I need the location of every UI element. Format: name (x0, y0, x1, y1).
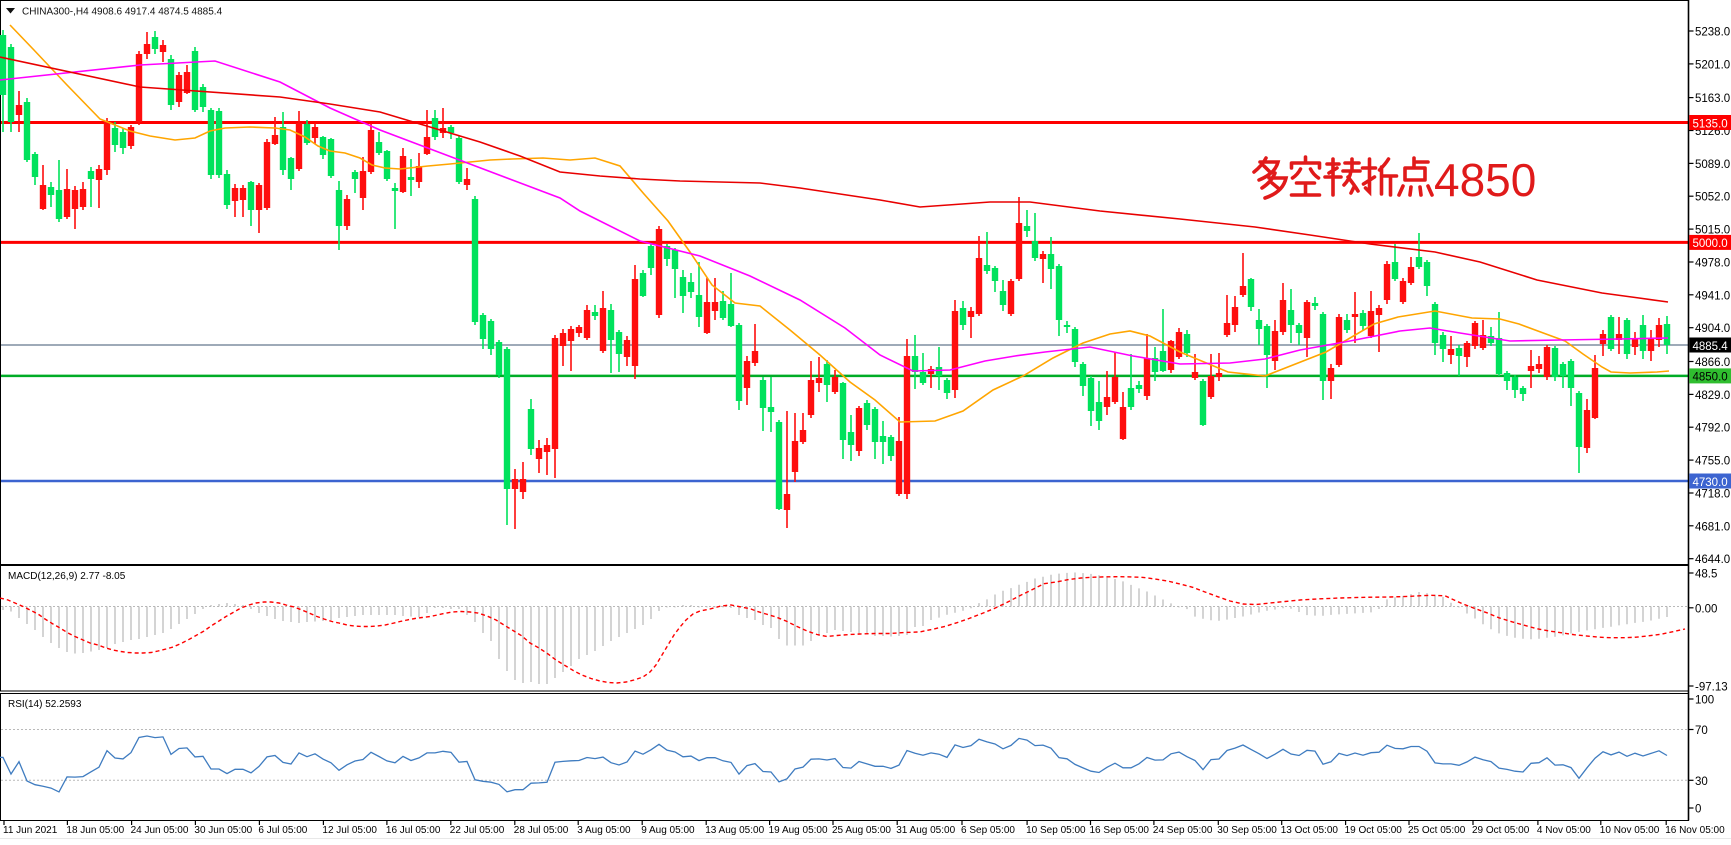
svg-text:4792.0: 4792.0 (1695, 423, 1730, 435)
svg-text:4866.0: 4866.0 (1695, 357, 1730, 369)
svg-text:25 Aug 05:00: 25 Aug 05:00 (832, 825, 891, 836)
svg-text:10 Nov 05:00: 10 Nov 05:00 (1600, 825, 1660, 836)
svg-text:29 Oct 05:00: 29 Oct 05:00 (1472, 825, 1530, 836)
svg-text:4 Nov 05:00: 4 Nov 05:00 (1537, 825, 1591, 836)
svg-text:16 Nov 05:00: 16 Nov 05:00 (1665, 825, 1725, 836)
svg-text:9 Aug 05:00: 9 Aug 05:00 (641, 825, 695, 836)
svg-text:4718.0: 4718.0 (1695, 489, 1730, 501)
svg-text:MACD(12,26,9) 2.77 -8.05: MACD(12,26,9) 2.77 -8.05 (8, 571, 126, 582)
svg-text:16 Jul 05:00: 16 Jul 05:00 (386, 825, 441, 836)
svg-text:5089.0: 5089.0 (1695, 159, 1730, 171)
svg-text:5163.0: 5163.0 (1695, 93, 1730, 105)
svg-text:0.00: 0.00 (1695, 603, 1717, 615)
svg-text:24 Sep 05:00: 24 Sep 05:00 (1153, 825, 1213, 836)
svg-text:11 Jun 2021: 11 Jun 2021 (3, 825, 58, 836)
svg-text:70: 70 (1695, 725, 1708, 737)
svg-text:13 Oct 05:00: 13 Oct 05:00 (1281, 825, 1339, 836)
svg-text:24 Jun 05:00: 24 Jun 05:00 (131, 825, 189, 836)
svg-text:3 Aug 05:00: 3 Aug 05:00 (577, 825, 631, 836)
svg-text:28 Jul 05:00: 28 Jul 05:00 (514, 825, 569, 836)
svg-text:12 Jul 05:00: 12 Jul 05:00 (322, 825, 377, 836)
svg-text:18 Jun 05:00: 18 Jun 05:00 (66, 825, 124, 836)
svg-text:4644.0: 4644.0 (1695, 554, 1730, 566)
svg-text:30 Sep 05:00: 30 Sep 05:00 (1217, 825, 1277, 836)
svg-text:5015.0: 5015.0 (1695, 225, 1730, 237)
svg-text:-97.13: -97.13 (1695, 682, 1728, 694)
svg-text:4850: 4850 (1434, 154, 1536, 206)
svg-text:30: 30 (1695, 776, 1708, 788)
svg-text:5201.0: 5201.0 (1695, 59, 1730, 71)
svg-text:31 Aug 05:00: 31 Aug 05:00 (896, 825, 955, 836)
svg-text:4904.0: 4904.0 (1695, 323, 1730, 335)
svg-text:4941.0: 4941.0 (1695, 290, 1730, 302)
svg-text:5052.0: 5052.0 (1695, 192, 1730, 204)
svg-text:0: 0 (1695, 804, 1701, 816)
svg-text:48.5: 48.5 (1695, 569, 1717, 581)
svg-text:6 Sep 05:00: 6 Sep 05:00 (961, 825, 1015, 836)
svg-text:4755.0: 4755.0 (1695, 456, 1730, 468)
svg-text:5135.0: 5135.0 (1693, 118, 1728, 130)
svg-text:4850.0: 4850.0 (1693, 372, 1728, 384)
svg-text:CHINA300-,H4 4908.6 4917.4 48: CHINA300-,H4 4908.6 4917.4 4874.5 4885.4 (22, 7, 223, 18)
svg-text:RSI(14) 52.2593: RSI(14) 52.2593 (8, 699, 82, 710)
svg-text:4730.0: 4730.0 (1693, 477, 1728, 489)
svg-text:19 Oct 05:00: 19 Oct 05:00 (1345, 825, 1403, 836)
svg-text:25 Oct 05:00: 25 Oct 05:00 (1408, 825, 1466, 836)
svg-text:4978.0: 4978.0 (1695, 258, 1730, 270)
svg-text:4885.4: 4885.4 (1693, 341, 1729, 353)
svg-text:5000.0: 5000.0 (1693, 238, 1728, 250)
svg-text:4829.0: 4829.0 (1695, 390, 1730, 402)
svg-text:13 Aug 05:00: 13 Aug 05:00 (705, 825, 764, 836)
svg-text:100: 100 (1695, 695, 1714, 707)
svg-text:19 Aug 05:00: 19 Aug 05:00 (769, 825, 828, 836)
svg-text:4681.0: 4681.0 (1695, 521, 1730, 533)
svg-text:6 Jul 05:00: 6 Jul 05:00 (258, 825, 307, 836)
svg-text:22 Jul 05:00: 22 Jul 05:00 (450, 825, 505, 836)
svg-text:5238.0: 5238.0 (1695, 27, 1730, 39)
svg-text:30 Jun 05:00: 30 Jun 05:00 (194, 825, 252, 836)
svg-text:10 Sep 05:00: 10 Sep 05:00 (1026, 825, 1086, 836)
svg-text:16 Sep 05:00: 16 Sep 05:00 (1090, 825, 1150, 836)
